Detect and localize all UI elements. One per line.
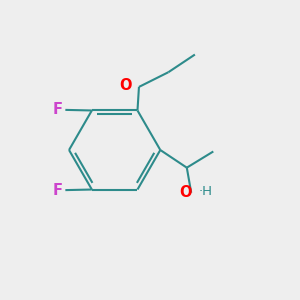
Text: ·H: ·H	[199, 185, 213, 198]
Text: O: O	[119, 78, 132, 93]
Text: F: F	[53, 183, 63, 198]
Text: O: O	[180, 185, 192, 200]
Text: F: F	[53, 102, 63, 117]
